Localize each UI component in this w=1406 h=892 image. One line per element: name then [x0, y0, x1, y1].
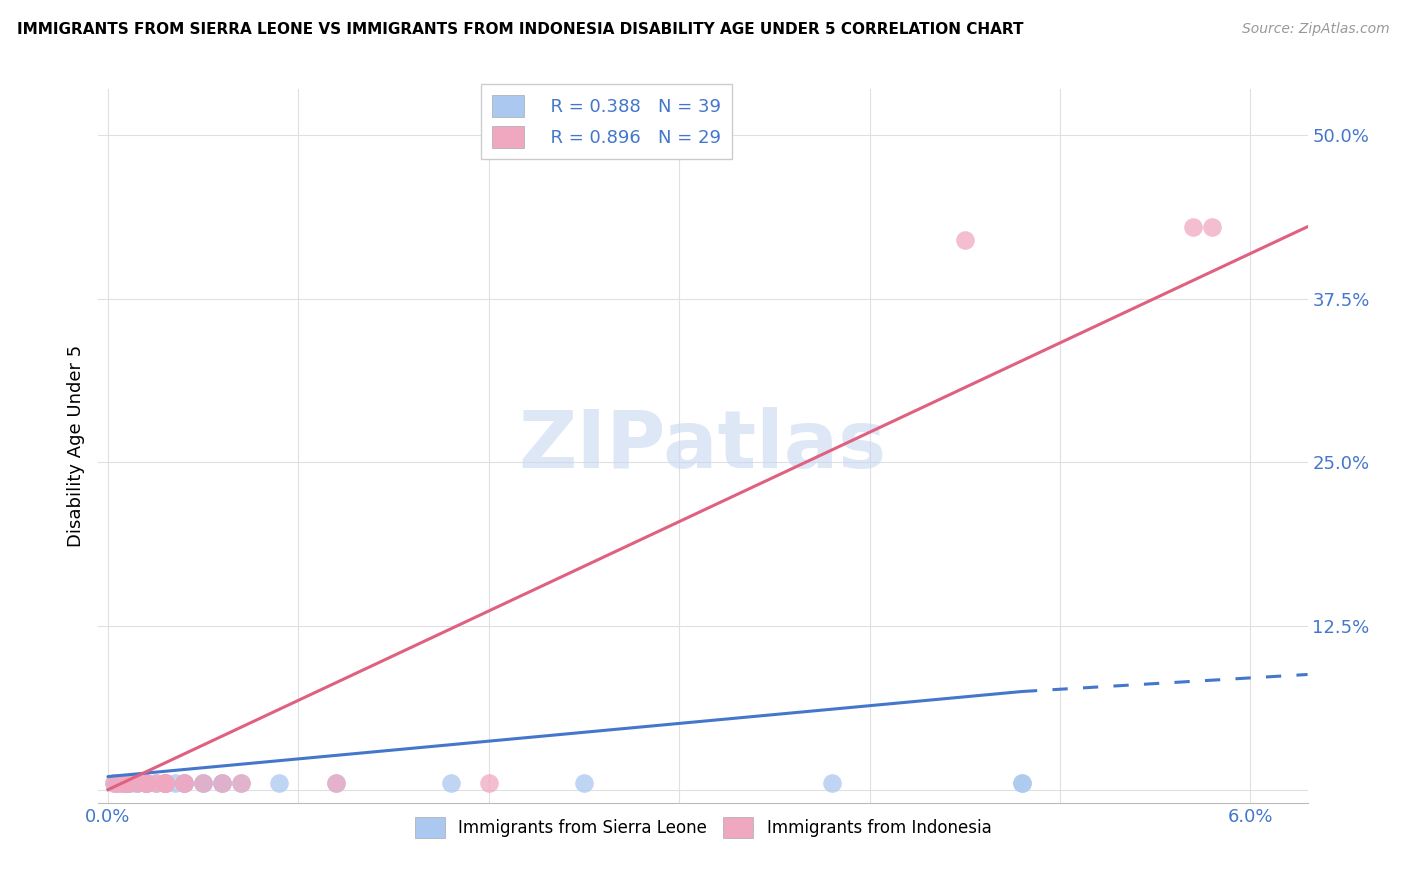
Point [153, 776, 176, 790]
Point [115, 776, 138, 790]
Point [125, 776, 148, 790]
Point [107, 776, 129, 790]
Point [135, 776, 157, 790]
Point [115, 776, 138, 790]
Point [153, 776, 176, 790]
Point [135, 776, 157, 790]
Point [115, 776, 138, 790]
Point [153, 776, 176, 790]
Point [325, 776, 347, 790]
Point [110, 776, 132, 790]
Point [1201, 219, 1223, 234]
Point [103, 776, 125, 790]
Point [1182, 219, 1205, 234]
Point [953, 233, 976, 247]
Text: Source: ZipAtlas.com: Source: ZipAtlas.com [1241, 22, 1389, 37]
Text: IMMIGRANTS FROM SIERRA LEONE VS IMMIGRANTS FROM INDONESIA DISABILITY AGE UNDER 5: IMMIGRANTS FROM SIERRA LEONE VS IMMIGRAN… [17, 22, 1024, 37]
Point [115, 776, 138, 790]
Point [153, 776, 176, 790]
Point [112, 776, 135, 790]
Point [173, 776, 195, 790]
Point [115, 776, 138, 790]
Point [231, 776, 253, 790]
Point [153, 776, 176, 790]
Point [1011, 776, 1033, 790]
Point [125, 776, 148, 790]
Point [191, 776, 214, 790]
Point [173, 776, 195, 790]
Point [211, 776, 233, 790]
Point [135, 776, 157, 790]
Point [211, 776, 233, 790]
Point [135, 776, 157, 790]
Point [135, 776, 157, 790]
Point [173, 776, 195, 790]
Point [163, 776, 186, 790]
Point [103, 776, 125, 790]
Text: ZIPatlas: ZIPatlas [519, 407, 887, 485]
Y-axis label: Disability Age Under 5: Disability Age Under 5 [66, 345, 84, 547]
Point [125, 776, 148, 790]
Point [153, 776, 176, 790]
Point [135, 776, 157, 790]
Point [1011, 776, 1033, 790]
Point [115, 776, 138, 790]
Point [153, 776, 176, 790]
Point [135, 776, 157, 790]
Point [153, 776, 176, 790]
Point [572, 776, 595, 790]
Point [145, 776, 167, 790]
Point [440, 776, 463, 790]
Point [325, 776, 347, 790]
Point [115, 776, 138, 790]
Point [153, 776, 176, 790]
Point [135, 776, 157, 790]
Point [191, 776, 214, 790]
Point [231, 776, 253, 790]
Point [173, 776, 195, 790]
Point [135, 776, 157, 790]
Legend: Immigrants from Sierra Leone, Immigrants from Indonesia: Immigrants from Sierra Leone, Immigrants… [408, 811, 998, 845]
Point [110, 776, 132, 790]
Point [115, 776, 138, 790]
Point [820, 776, 842, 790]
Point [153, 776, 176, 790]
Point [120, 776, 142, 790]
Point [115, 776, 138, 790]
Point [211, 776, 233, 790]
Point [269, 776, 291, 790]
Point [115, 776, 138, 790]
Point [173, 776, 195, 790]
Point [107, 776, 129, 790]
Point [478, 776, 501, 790]
Point [145, 776, 167, 790]
Point [191, 776, 214, 790]
